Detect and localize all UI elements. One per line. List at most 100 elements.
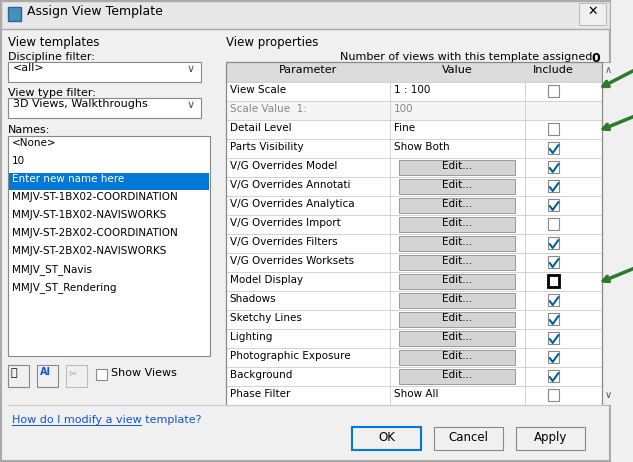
- Text: Phase Filter: Phase Filter: [230, 389, 290, 399]
- Bar: [226, 272, 602, 291]
- Text: Value: Value: [442, 65, 473, 75]
- Text: Names:: Names:: [8, 125, 50, 135]
- Text: Edit...: Edit...: [442, 332, 472, 342]
- Text: Model Display: Model Display: [230, 275, 303, 285]
- Bar: [399, 331, 515, 346]
- Text: <all>: <all>: [13, 63, 44, 73]
- Bar: [434, 427, 503, 450]
- Text: Edit...: Edit...: [442, 237, 472, 247]
- Text: Scale Value  1:: Scale Value 1:: [230, 104, 306, 114]
- Text: 10: 10: [11, 156, 25, 166]
- Text: Background: Background: [230, 370, 292, 380]
- Bar: [516, 427, 586, 450]
- Bar: [226, 215, 602, 234]
- Bar: [9, 173, 210, 190]
- Bar: [548, 256, 560, 268]
- Bar: [548, 389, 560, 401]
- Text: Show Both: Show Both: [394, 142, 449, 152]
- Bar: [548, 237, 560, 249]
- Bar: [579, 3, 606, 25]
- Bar: [226, 253, 602, 272]
- Text: Edit...: Edit...: [442, 351, 472, 361]
- Bar: [226, 386, 602, 405]
- Text: MMJV-ST-2BX02-COORDINATION: MMJV-ST-2BX02-COORDINATION: [11, 228, 177, 238]
- Text: ∨: ∨: [186, 100, 194, 110]
- Bar: [399, 217, 515, 232]
- Bar: [226, 348, 602, 367]
- Text: Parameter: Parameter: [279, 65, 337, 75]
- Text: Edit...: Edit...: [442, 275, 472, 285]
- Text: Edit...: Edit...: [442, 294, 472, 304]
- Bar: [548, 275, 560, 287]
- Text: MMJV_ST_Navis: MMJV_ST_Navis: [11, 264, 92, 275]
- Text: View type filter:: View type filter:: [8, 88, 96, 98]
- Bar: [548, 332, 560, 344]
- Text: Show Views: Show Views: [111, 368, 177, 378]
- Text: ∨: ∨: [605, 390, 612, 400]
- Text: V/G Overrides Analytica: V/G Overrides Analytica: [230, 199, 354, 209]
- Text: Sketchy Lines: Sketchy Lines: [230, 313, 301, 323]
- Text: ✂: ✂: [68, 368, 77, 378]
- Text: Shadows: Shadows: [230, 294, 276, 304]
- Text: Number of views with this template assigned:: Number of views with this template assig…: [340, 52, 596, 62]
- Bar: [226, 196, 602, 215]
- Text: Enter new name here: Enter new name here: [11, 174, 124, 184]
- Bar: [226, 62, 602, 82]
- Bar: [399, 198, 515, 213]
- Text: V/G Overrides Worksets: V/G Overrides Worksets: [230, 256, 354, 266]
- Bar: [548, 370, 560, 382]
- Bar: [399, 274, 515, 289]
- Text: MMJV-ST-1BX02-NAVISWORKS: MMJV-ST-1BX02-NAVISWORKS: [11, 210, 166, 220]
- Text: Discipline filter:: Discipline filter:: [8, 52, 94, 62]
- Bar: [226, 234, 602, 253]
- Text: 100: 100: [394, 104, 413, 114]
- Text: Photographic Exposure: Photographic Exposure: [230, 351, 350, 361]
- Bar: [226, 158, 602, 177]
- Bar: [37, 365, 58, 387]
- Bar: [399, 255, 515, 270]
- Text: <None>: <None>: [11, 138, 56, 148]
- Text: View Scale: View Scale: [230, 85, 285, 95]
- Bar: [548, 180, 560, 192]
- Text: ∨: ∨: [186, 64, 194, 74]
- Bar: [226, 139, 602, 158]
- Bar: [226, 177, 602, 196]
- Text: 0: 0: [591, 52, 600, 65]
- Text: Edit...: Edit...: [442, 161, 472, 171]
- Text: How do I modify a view template?: How do I modify a view template?: [11, 415, 201, 425]
- Text: Assign View Template: Assign View Template: [27, 5, 163, 18]
- Bar: [8, 7, 22, 21]
- Bar: [548, 218, 560, 230]
- Bar: [399, 236, 515, 251]
- Text: Edit...: Edit...: [442, 370, 472, 380]
- Bar: [548, 85, 560, 97]
- Bar: [1, 1, 610, 29]
- Bar: [8, 62, 201, 82]
- Text: OK: OK: [379, 431, 395, 444]
- Bar: [66, 365, 87, 387]
- Text: 📄: 📄: [11, 368, 17, 378]
- Text: Edit...: Edit...: [442, 180, 472, 190]
- Bar: [548, 313, 560, 325]
- Text: V/G Overrides Model: V/G Overrides Model: [230, 161, 337, 171]
- Bar: [399, 179, 515, 194]
- Text: 1 : 100: 1 : 100: [394, 85, 430, 95]
- Text: MMJV-ST-1BX02-COORDINATION: MMJV-ST-1BX02-COORDINATION: [11, 192, 177, 202]
- Bar: [548, 199, 560, 211]
- Text: Edit...: Edit...: [442, 256, 472, 266]
- Text: V/G Overrides Import: V/G Overrides Import: [230, 218, 341, 228]
- Bar: [548, 351, 560, 363]
- Text: ✕: ✕: [587, 5, 598, 18]
- Bar: [226, 291, 602, 310]
- Bar: [548, 161, 560, 173]
- Bar: [226, 101, 602, 120]
- Bar: [548, 142, 560, 154]
- Text: Fine: Fine: [394, 123, 415, 133]
- Text: ∧: ∧: [605, 65, 612, 75]
- Text: View templates: View templates: [8, 36, 99, 49]
- Bar: [226, 82, 602, 101]
- Bar: [96, 369, 107, 380]
- Bar: [602, 62, 615, 405]
- Text: MMJV-ST-2BX02-NAVISWORKS: MMJV-ST-2BX02-NAVISWORKS: [11, 246, 166, 256]
- Bar: [548, 294, 560, 306]
